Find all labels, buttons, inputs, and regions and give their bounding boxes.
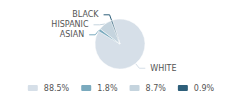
- svg-text:88.5%: 88.5%: [44, 84, 70, 93]
- svg-text:WHITE: WHITE: [150, 64, 176, 73]
- svg-text:1.8%: 1.8%: [97, 84, 118, 93]
- svg-text:HISPANIC: HISPANIC: [51, 20, 89, 29]
- svg-text:0.9%: 0.9%: [194, 84, 215, 93]
- svg-text:8.7%: 8.7%: [146, 84, 167, 93]
- svg-text:BLACK: BLACK: [72, 10, 99, 19]
- svg-text:ASIAN: ASIAN: [60, 30, 84, 39]
